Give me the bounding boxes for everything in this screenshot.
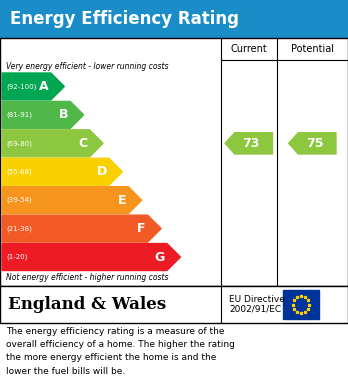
Bar bbox=[283, 290, 319, 319]
Polygon shape bbox=[2, 158, 122, 185]
Polygon shape bbox=[2, 130, 103, 157]
Polygon shape bbox=[2, 101, 84, 128]
Bar bbox=[0, 286, 348, 323]
Text: Very energy efficient - lower running costs: Very energy efficient - lower running co… bbox=[6, 62, 168, 71]
Text: Current: Current bbox=[230, 44, 267, 54]
Polygon shape bbox=[225, 133, 272, 154]
Text: B: B bbox=[59, 108, 68, 121]
Text: EU Directive: EU Directive bbox=[229, 295, 285, 304]
Text: G: G bbox=[155, 251, 165, 264]
Text: 73: 73 bbox=[243, 137, 260, 150]
Text: C: C bbox=[78, 137, 88, 150]
Text: Not energy efficient - higher running costs: Not energy efficient - higher running co… bbox=[6, 273, 168, 282]
Polygon shape bbox=[289, 133, 336, 154]
Text: 2002/91/EC: 2002/91/EC bbox=[229, 305, 281, 314]
Bar bbox=[0, 38, 348, 286]
Text: England & Wales: England & Wales bbox=[8, 296, 166, 313]
Text: The energy efficiency rating is a measure of the
overall efficiency of a home. T: The energy efficiency rating is a measur… bbox=[6, 327, 235, 376]
Polygon shape bbox=[2, 244, 180, 271]
Text: Potential: Potential bbox=[291, 44, 334, 54]
Bar bbox=[0, 0, 348, 38]
Polygon shape bbox=[2, 73, 64, 100]
Text: (55-68): (55-68) bbox=[6, 169, 32, 175]
Text: D: D bbox=[97, 165, 107, 178]
Text: A: A bbox=[39, 80, 49, 93]
Text: (81-91): (81-91) bbox=[6, 112, 32, 118]
Polygon shape bbox=[2, 215, 161, 242]
Text: (92-100): (92-100) bbox=[6, 83, 37, 90]
Text: (1-20): (1-20) bbox=[6, 254, 27, 260]
Text: 75: 75 bbox=[306, 137, 324, 150]
Text: (39-54): (39-54) bbox=[6, 197, 32, 203]
Text: (21-38): (21-38) bbox=[6, 225, 32, 232]
Polygon shape bbox=[2, 187, 142, 213]
Text: E: E bbox=[118, 194, 126, 207]
Text: F: F bbox=[137, 222, 145, 235]
Text: Energy Efficiency Rating: Energy Efficiency Rating bbox=[10, 10, 239, 28]
Text: (69-80): (69-80) bbox=[6, 140, 32, 147]
